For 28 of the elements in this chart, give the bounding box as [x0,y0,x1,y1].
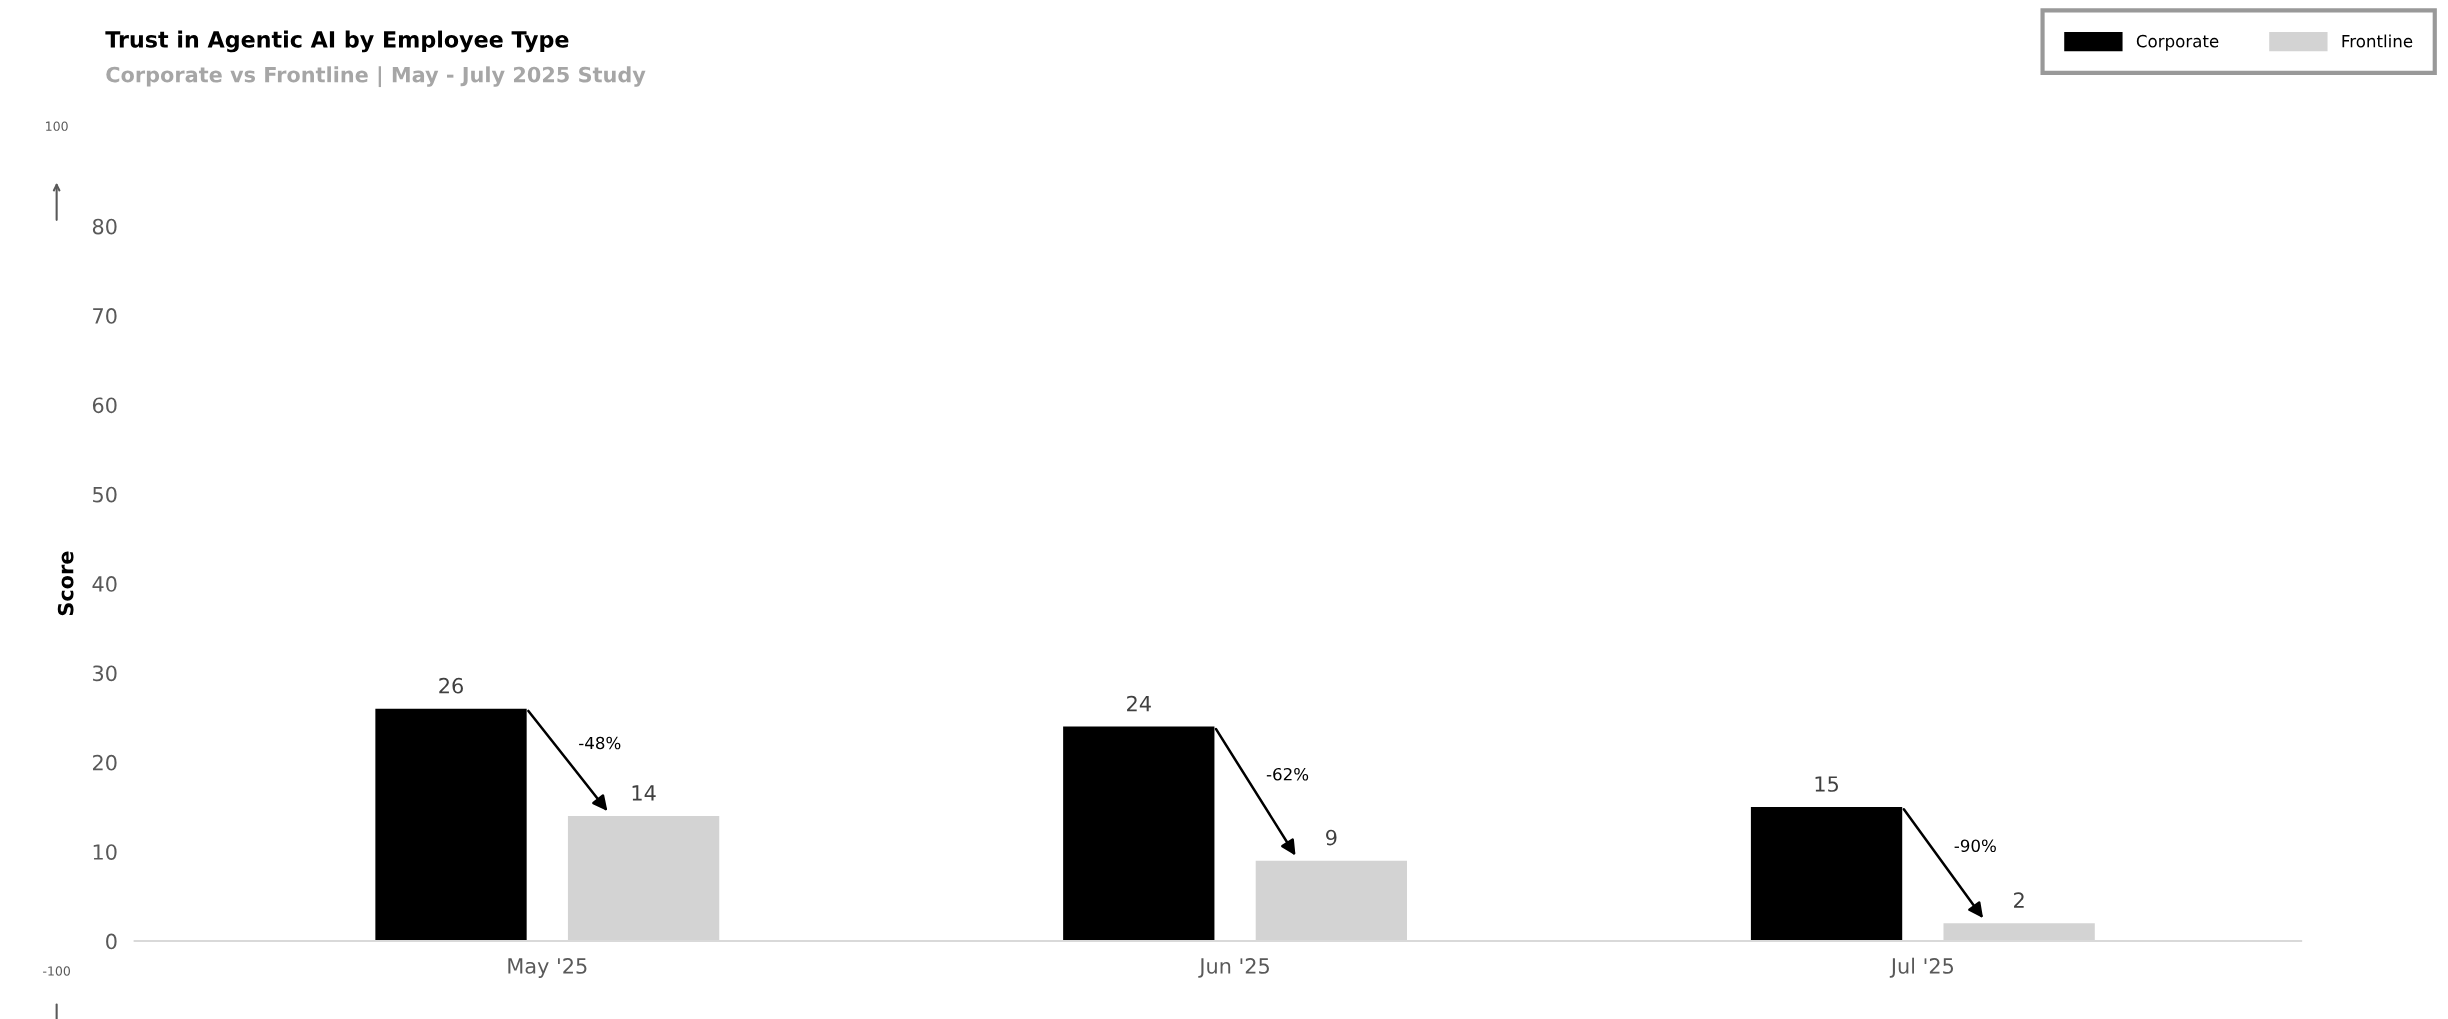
data-label: 26 [439,677,463,694]
chart-subtitle: Corporate vs Frontline | May - July 2025 Study [106,66,646,88]
data-label: 24 [1127,695,1151,712]
chart-title: Trust in Agentic AI by Employee Type [105,30,569,53]
x-tick-label: Jul '25 [1889,957,1954,978]
legend-label: Corporate [2136,34,2219,51]
y-tick-label: 0 [106,933,117,950]
annotation: -62% [1266,767,1309,781]
y-tick-label: 20 [92,754,117,771]
annotation: -48% [579,736,621,750]
text: 100 [46,121,68,131]
text: -100 [43,966,70,976]
data-label: 15 [1815,776,1838,792]
y-tick-label: 30 [93,665,117,682]
x-tick-label: May '25 [508,958,587,978]
y-tick-label: 70 [93,308,117,324]
annotation: -90% [1954,839,1996,853]
x-tick-label: Jun '25 [1198,958,1269,978]
y-tick-label: 10 [93,844,117,860]
data-label: 9 [1326,829,1337,846]
data-label: 14 [632,785,656,801]
y-tick-label: 60 [92,397,117,414]
y-tick-label: 50 [93,486,117,503]
y-tick-label: 40 [92,576,117,592]
data-label: 2 [2014,892,2024,908]
y-axis-title: Score [57,551,74,616]
y-tick-label: 80 [92,218,117,235]
legend-label: Frontline [2342,34,2413,48]
